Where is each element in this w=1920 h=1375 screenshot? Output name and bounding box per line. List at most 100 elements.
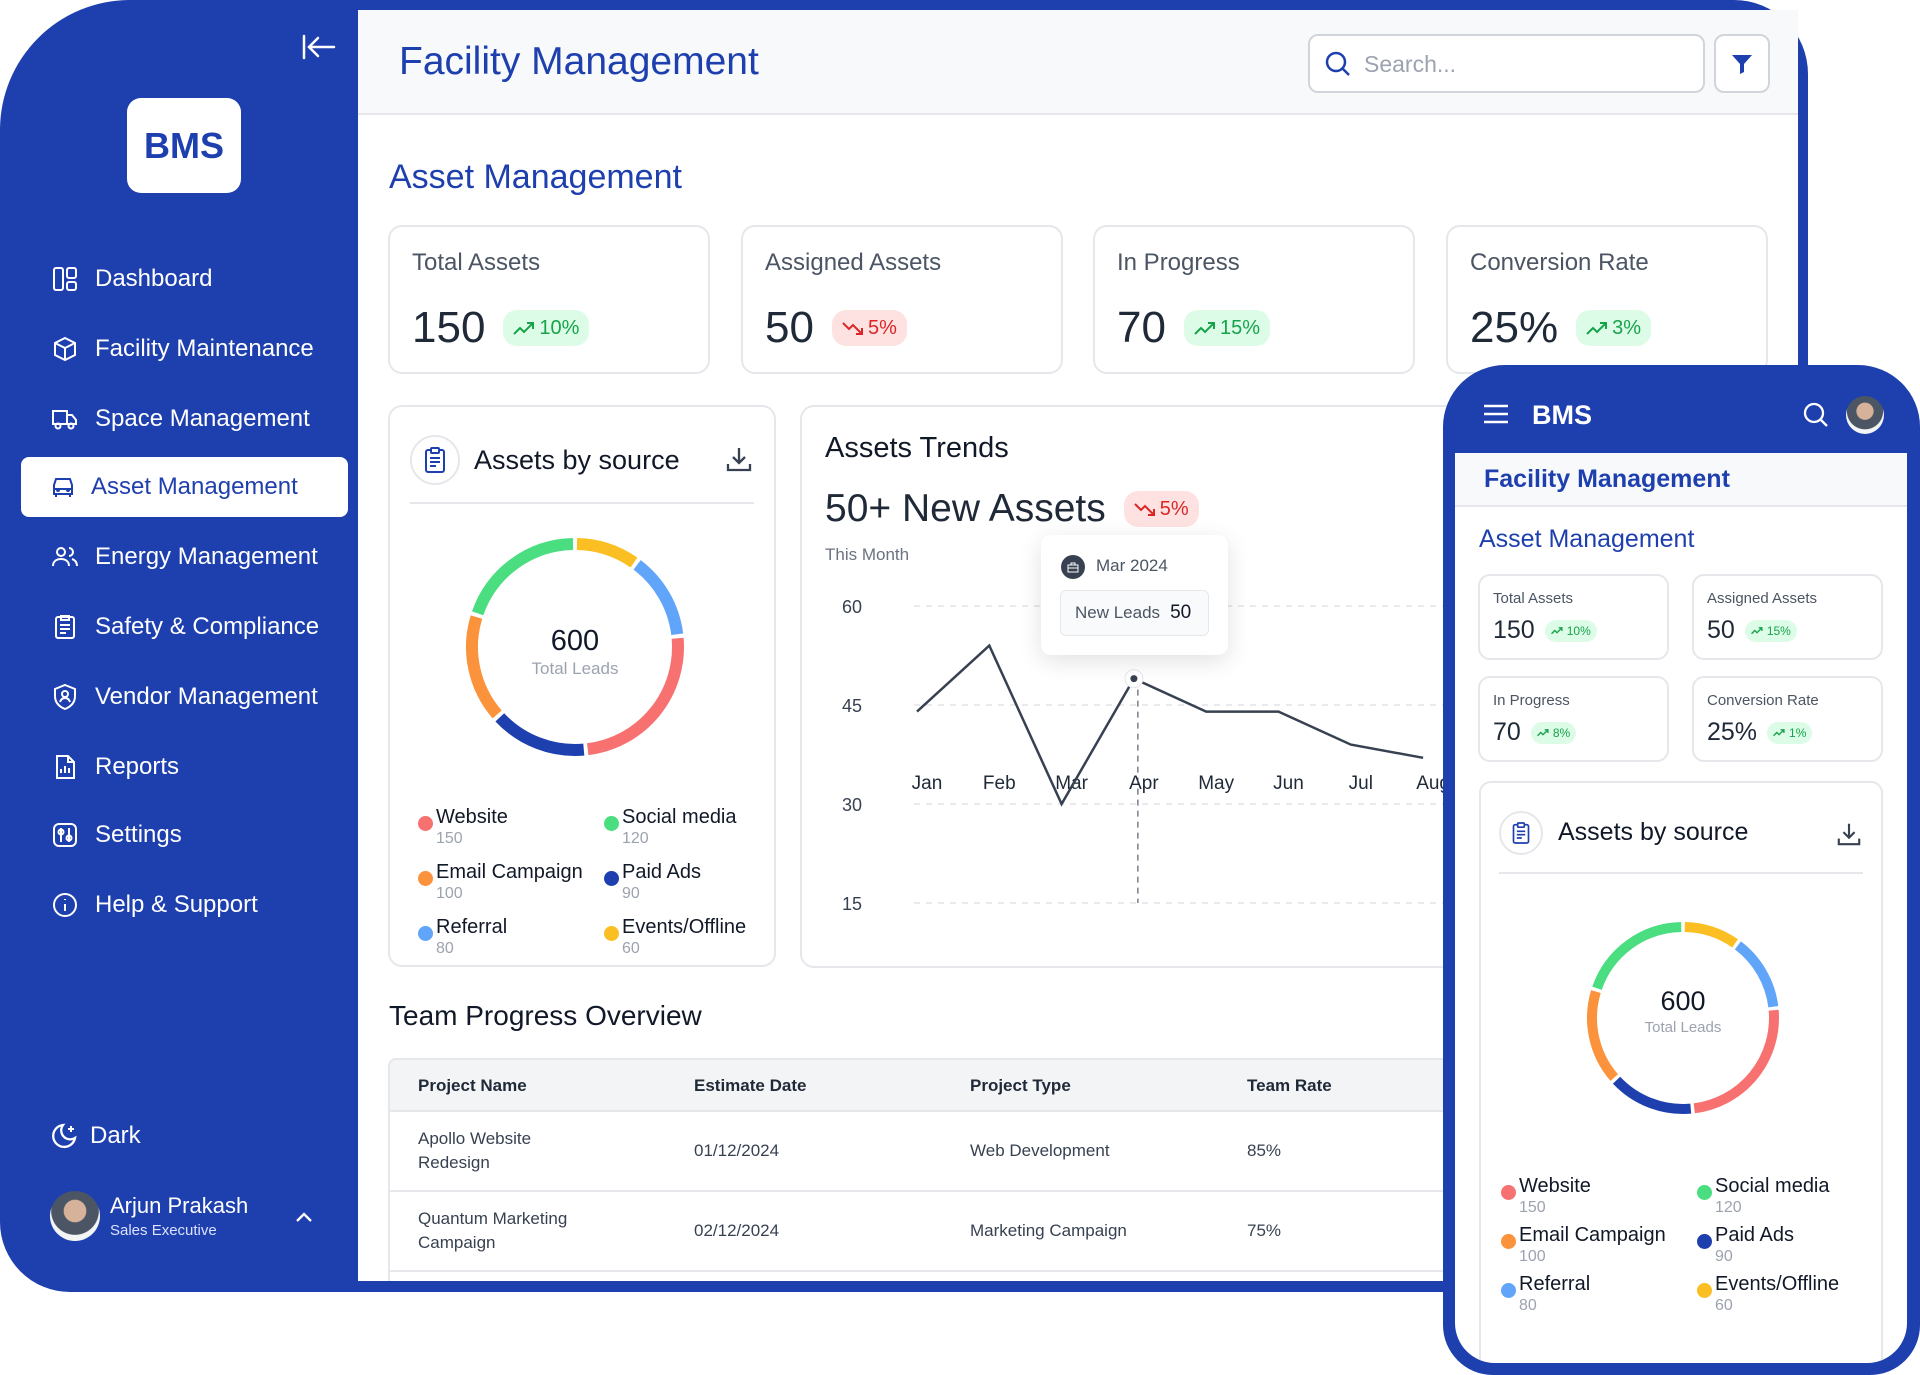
- sidebar-item-dashboard[interactable]: Dashboard: [21, 249, 348, 309]
- stat-label: Assigned Assets: [1707, 590, 1818, 607]
- logo-text: BMS: [144, 124, 224, 166]
- sidebar-item-asset-management[interactable]: Asset Management: [21, 457, 348, 517]
- stat-label: Total Assets: [412, 249, 541, 276]
- mobile-card-title: Assets by source: [1558, 818, 1749, 846]
- sidebar-item-facility-maintenance[interactable]: Facility Maintenance: [21, 319, 348, 379]
- card-title: Assets by source: [474, 445, 680, 475]
- sidebar-item-safety-compliance[interactable]: Safety & Compliance: [21, 597, 348, 657]
- clipboard-icon: [55, 615, 75, 639]
- dark-mode-toggle[interactable]: Dark: [50, 1122, 141, 1150]
- table-row[interactable]: Quantum Marketing Campaign 02/12/2024 Mark…: [390, 1192, 1486, 1272]
- stat-change: 15%: [1219, 316, 1260, 339]
- user-avatar[interactable]: [50, 1191, 100, 1241]
- tooltip-value: 50: [1170, 602, 1192, 623]
- download-icon[interactable]: [1836, 821, 1862, 847]
- legend-name: Website: [1519, 1175, 1591, 1197]
- hamburger-menu-icon[interactable]: [1482, 403, 1510, 425]
- column-header[interactable]: Project Name: [418, 1076, 527, 1095]
- search-placeholder: Search...: [1364, 51, 1457, 77]
- mobile-search-icon[interactable]: [1802, 401, 1830, 429]
- stat-label: In Progress: [1493, 692, 1570, 709]
- legend-name: Events/Offline: [1715, 1273, 1840, 1295]
- chart-tooltip: Mar 2024 New Leads 50: [1041, 535, 1228, 655]
- legend-value: 60: [1715, 1297, 1733, 1314]
- donut-segment-email-campaign: [1587, 990, 1619, 1081]
- stat-value: 150: [412, 303, 486, 352]
- table-cell: 01/12/2024: [694, 1141, 780, 1160]
- trending-up-icon: [1586, 322, 1608, 335]
- truck-icon: [52, 410, 77, 430]
- legend-value: 90: [1715, 1248, 1733, 1265]
- search-input[interactable]: Search...: [1308, 34, 1705, 93]
- x-tick-label: Mar: [1055, 773, 1088, 794]
- column-header[interactable]: Project Type: [970, 1076, 1071, 1095]
- filter-button[interactable]: [1714, 34, 1770, 93]
- sidebar-item-label: Help & Support: [95, 891, 258, 918]
- sidebar-item-energy-management[interactable]: Energy Management: [21, 527, 348, 587]
- sidebar-item-help-support[interactable]: Help & Support: [21, 875, 348, 935]
- sidebar-item-vendor-management[interactable]: Vendor Management: [21, 667, 348, 727]
- table-cell: 85%: [1247, 1141, 1282, 1160]
- briefcase-icon: [1061, 555, 1085, 579]
- sidebar-item-settings[interactable]: Settings: [21, 805, 348, 865]
- page-title: Facility Management: [399, 40, 759, 83]
- legend-value: 60: [622, 940, 640, 957]
- stat-value: 50: [1707, 616, 1735, 644]
- series-line: [916, 643, 1424, 807]
- donut-segment-paid-ads: [495, 713, 585, 756]
- table-cell: Marketing Campaign: [970, 1221, 1127, 1240]
- stat-change-badge: 10%: [503, 310, 590, 346]
- legend-dot: [604, 926, 619, 941]
- x-tick-label: Aug: [1416, 773, 1450, 794]
- chevron-up-icon[interactable]: [294, 1210, 314, 1224]
- team-title: Team Progress Overview: [389, 1000, 702, 1031]
- download-icon[interactable]: [725, 445, 753, 473]
- stat-change: 10%: [539, 316, 580, 339]
- stat-change-badge: 1%: [1767, 721, 1813, 744]
- collapse-left-icon[interactable]: [302, 34, 336, 60]
- legend-dot: [1697, 1185, 1712, 1200]
- mobile-donut-total-label: Total Leads: [1644, 1019, 1722, 1036]
- stat-value: 25%: [1470, 303, 1559, 352]
- donut-segment-events-offline: [1684, 922, 1738, 948]
- donut-segment-events-offline: [576, 538, 638, 568]
- stat-change: 5%: [867, 316, 897, 339]
- logo: BMS: [127, 98, 241, 193]
- line-chart: 15 30 45 60 Jan Feb Mar Apr May Jun Jul Aug: [842, 597, 1798, 914]
- stat-label: Total Assets: [1493, 590, 1574, 607]
- sidebar-item-reports[interactable]: Reports: [21, 737, 348, 797]
- table-row[interactable]: Apollo Website Redesign 01/12/2024 Web Dev…: [390, 1112, 1486, 1192]
- column-header[interactable]: Estimate Date: [694, 1076, 807, 1095]
- y-tick-label: 60: [842, 597, 862, 617]
- legend-name: Social media: [1715, 1175, 1830, 1197]
- stat-change-badge: 15%: [1183, 310, 1270, 346]
- car-icon: [53, 478, 73, 497]
- dashboard-icon: [53, 267, 77, 291]
- mobile-stat-card: Conversion Rate 25% 1%: [1692, 676, 1883, 762]
- legend-name: Website: [436, 806, 508, 828]
- legend-dot: [604, 816, 619, 831]
- column-header[interactable]: Team Rate: [1247, 1076, 1332, 1095]
- legend-value: 100: [1519, 1248, 1546, 1265]
- stat-value: 25%: [1707, 718, 1758, 746]
- stat-change: 8%: [1552, 725, 1571, 740]
- sidebar-item-label: Facility Maintenance: [95, 335, 314, 362]
- donut-segment-social-media: [472, 538, 574, 616]
- mobile-stat-card: Total Assets 150 10%: [1478, 574, 1669, 660]
- mobile-user-avatar[interactable]: [1846, 396, 1884, 434]
- legend-name: Email Campaign: [436, 861, 583, 883]
- sidebar: BMS Dashboard Facility Maintenance Space M…: [0, 0, 358, 1292]
- donut-total: 600: [550, 625, 600, 657]
- table-cell: Web Development: [970, 1141, 1110, 1160]
- mobile-page-title: Facility Management: [1484, 465, 1730, 493]
- x-tick-label: Jun: [1273, 773, 1304, 794]
- legend-dot: [1697, 1283, 1712, 1298]
- shield-user-icon: [54, 683, 76, 711]
- sidebar-item-label: Reports: [95, 753, 180, 780]
- mobile-section-title: Asset Management: [1479, 525, 1695, 553]
- cube-icon: [54, 336, 76, 362]
- sidebar-item-space-management[interactable]: Space Management: [21, 389, 348, 449]
- legend-name: Referral: [436, 916, 508, 938]
- donut-segment-social-media: [1592, 922, 1682, 990]
- table-cell: Apollo Website Redesign: [418, 1129, 532, 1172]
